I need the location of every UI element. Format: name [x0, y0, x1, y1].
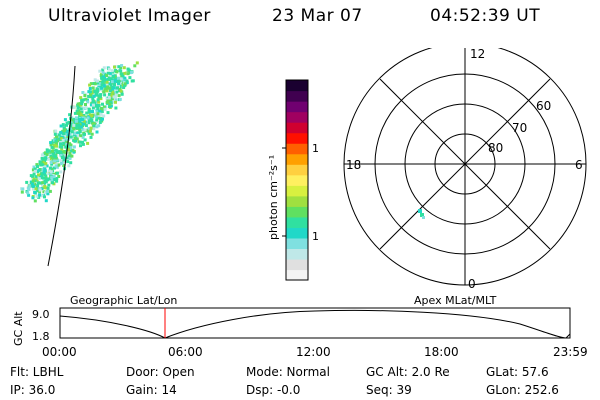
door-value: Door: Open: [126, 365, 195, 379]
geographic-image: [20, 61, 139, 267]
altitude-curve: [59, 309, 571, 339]
ip-value: IP: 36.0: [10, 383, 56, 397]
orbit-ylabel: GC Alt: [12, 311, 25, 346]
glon-value: GLon: 252.6: [486, 383, 559, 397]
orbit-xtick-1800: 18:00: [424, 345, 459, 359]
glat-value: GLat: 57.6: [486, 365, 549, 379]
orbit-ytick-high: 9.0: [32, 308, 50, 321]
gain-value: Gain: 14: [126, 383, 177, 397]
colorbar-label: photon cm⁻²s⁻¹: [267, 155, 280, 240]
orbit-left-title: Geographic Lat/Lon: [70, 294, 177, 307]
instrument-title: Ultraviolet Imager: [48, 6, 211, 26]
observation-time: 04:52:39 UT: [430, 6, 541, 26]
seq-value: Seq: 39: [366, 383, 412, 397]
filter-value: Flt: LBHL: [10, 365, 64, 379]
orbit-xtick-0000: 00:00: [42, 345, 77, 359]
dsp-value: Dsp: -0.0: [246, 383, 301, 397]
lat-label-70: 70: [512, 121, 527, 135]
lat-label-80: 80: [488, 141, 503, 155]
orbit-right-title: Apex MLat/MLT: [414, 294, 497, 307]
colorbar-tick-10: 10: [312, 230, 318, 243]
polar-plot: 12 18 6 0 60 70 80: [343, 48, 587, 291]
lat-label-60: 60: [536, 99, 551, 113]
colorbar-tick-100: 100: [312, 142, 318, 155]
orbit-xtick-2359: 23:59: [553, 345, 588, 359]
orbit-xtick-1200: 12:00: [296, 345, 331, 359]
orbit-ytick-low: 1.8: [32, 330, 50, 343]
mlt-label-6: 6: [575, 158, 583, 172]
orbit-xtick-0600: 06:00: [168, 345, 203, 359]
color-bar: 100 10 photon cm⁻²s⁻¹: [267, 79, 318, 281]
observation-date: 23 Mar 07: [272, 6, 363, 26]
mode-value: Mode: Normal: [246, 365, 330, 379]
gc-alt-value: GC Alt: 2.0 Re: [366, 365, 450, 379]
orbit-altitude-plot: Geographic Lat/Lon Apex MLat/MLT GC Alt …: [12, 294, 588, 359]
aurora-spot: [418, 209, 425, 219]
mlt-label-0: 0: [468, 277, 476, 291]
mlt-label-12: 12: [470, 48, 485, 61]
terminator-line: [47, 65, 76, 267]
mlt-label-18: 18: [346, 158, 361, 172]
